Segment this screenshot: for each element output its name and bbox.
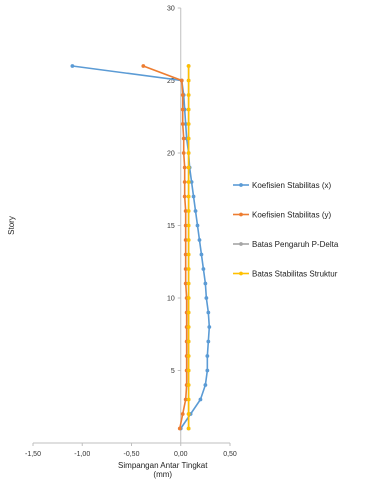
data-point — [70, 64, 75, 68]
x-axis-title-line: Simpangan Antar Tingkat — [118, 461, 208, 470]
data-point — [186, 209, 191, 213]
legend-label: Batas Pengaruh P-Delta — [252, 240, 339, 249]
y-tick-label: 15 — [167, 223, 175, 230]
data-point — [186, 354, 191, 358]
data-point — [141, 64, 146, 68]
data-point — [197, 238, 202, 242]
data-point — [182, 180, 187, 184]
data-point — [183, 238, 188, 242]
x-tick-label: -1,00 — [74, 451, 90, 458]
data-point — [186, 339, 191, 344]
data-point — [206, 310, 211, 315]
data-point — [186, 165, 191, 170]
data-point — [181, 151, 186, 155]
data-point — [186, 136, 191, 141]
data-point — [183, 281, 188, 286]
legend-label: Koefisien Stabilitas (y) — [252, 211, 331, 220]
series-layer — [70, 64, 212, 431]
data-point — [186, 368, 191, 373]
data-point — [199, 252, 204, 257]
data-point — [183, 267, 188, 271]
x-tick-label: 0,00 — [174, 451, 188, 458]
legend-swatch-marker — [239, 183, 243, 187]
data-point — [203, 281, 208, 286]
data-point — [179, 78, 184, 83]
data-point — [186, 296, 191, 300]
data-point — [180, 412, 185, 416]
data-point — [193, 209, 198, 213]
data-point — [191, 194, 196, 199]
data-point — [186, 107, 191, 112]
data-point — [186, 412, 191, 416]
data-point — [186, 180, 191, 184]
legend-swatch-marker — [239, 212, 243, 217]
y-tick-label: 25 — [167, 78, 175, 85]
data-point — [186, 325, 191, 329]
x-axis-title-line: (mm) — [153, 470, 172, 479]
data-point — [186, 122, 191, 126]
data-point — [186, 93, 191, 97]
data-point — [189, 180, 194, 184]
data-point — [180, 107, 185, 112]
y-axis-title: Story — [7, 216, 16, 235]
data-point — [205, 368, 210, 373]
x-axis-title: Simpangan Antar Tingkat (mm) — [118, 461, 208, 479]
data-point — [186, 281, 191, 286]
y-tick-label: 20 — [167, 151, 175, 158]
x-tick-label: -0,50 — [124, 451, 140, 458]
legend-entry: Koefisien Stabilitas (x) — [233, 181, 331, 190]
data-point — [186, 194, 191, 199]
data-point — [180, 93, 185, 97]
data-point — [182, 194, 187, 199]
data-point — [186, 252, 191, 257]
data-point — [203, 383, 208, 387]
data-point — [195, 223, 200, 228]
legend-label: Batas Stabilitas Struktur — [252, 270, 338, 279]
x-tick-label: -1,50 — [25, 451, 41, 458]
data-point — [186, 383, 191, 387]
legend-label: Koefisien Stabilitas (x) — [252, 181, 331, 190]
data-point — [186, 426, 191, 431]
series-4 — [186, 64, 191, 431]
data-point — [186, 64, 191, 68]
series-2 — [141, 64, 189, 431]
legend-entry: Koefisien Stabilitas (y) — [233, 211, 331, 220]
legend-entry: Batas Stabilitas Struktur — [233, 270, 338, 279]
data-point — [186, 238, 191, 242]
data-point — [183, 252, 188, 257]
data-point — [183, 209, 188, 213]
data-point — [181, 136, 186, 141]
legend: Koefisien Stabilitas (x) Koefisien Stabil… — [233, 181, 339, 279]
legend-swatch-marker — [239, 271, 243, 276]
legend-entry: Batas Pengaruh P-Delta — [233, 240, 339, 249]
data-point — [201, 267, 206, 271]
data-point — [186, 397, 191, 402]
data-point — [180, 122, 185, 126]
data-point — [186, 223, 191, 228]
data-point — [207, 325, 212, 329]
data-point — [206, 339, 211, 344]
series-line — [72, 65, 211, 429]
y-tick-label: 5 — [171, 368, 175, 375]
data-point — [182, 165, 187, 170]
data-point — [186, 151, 191, 155]
data-point — [204, 296, 209, 300]
data-point — [183, 122, 188, 126]
data-point — [186, 267, 191, 271]
legend-swatch-marker — [239, 242, 243, 246]
data-point — [186, 78, 191, 83]
series-line — [143, 65, 188, 429]
data-point — [183, 397, 188, 402]
data-point — [177, 426, 182, 431]
x-tick-label: 0,50 — [223, 451, 237, 458]
data-point — [198, 397, 203, 402]
y-tick-label: 10 — [167, 296, 175, 303]
data-point — [183, 223, 188, 228]
y-tick-label: 30 — [167, 6, 175, 13]
data-point — [186, 310, 191, 315]
data-point — [205, 354, 210, 358]
